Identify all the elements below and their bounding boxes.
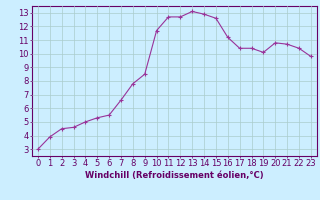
X-axis label: Windchill (Refroidissement éolien,°C): Windchill (Refroidissement éolien,°C) xyxy=(85,171,264,180)
